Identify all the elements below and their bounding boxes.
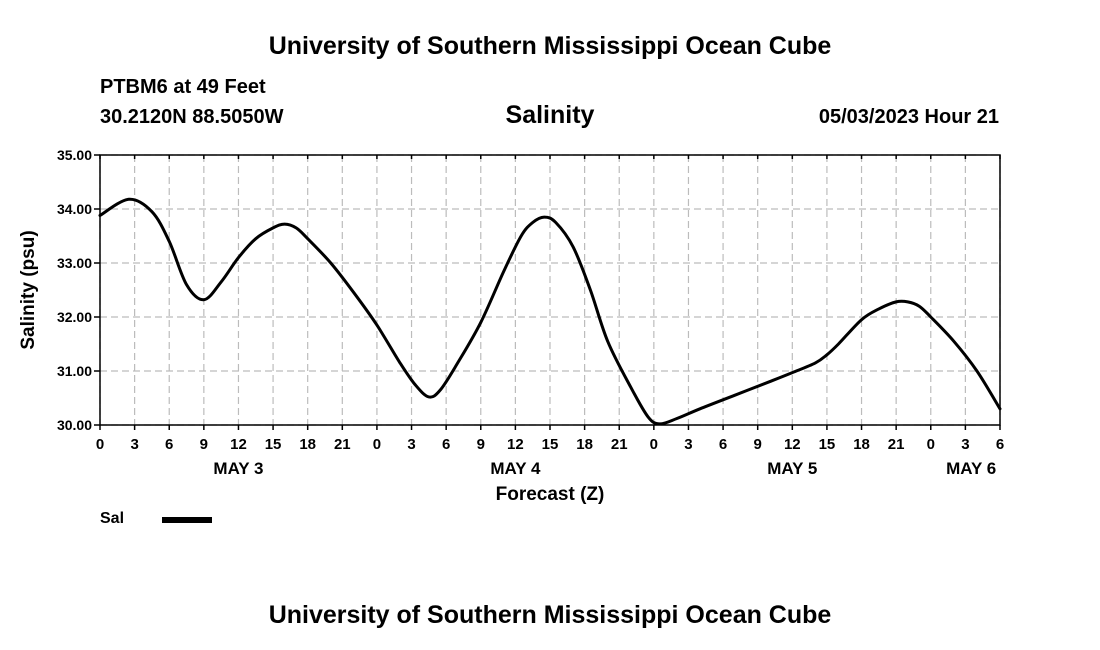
x-tick-label: 21 — [334, 436, 351, 453]
date-label: MAY 4 — [490, 459, 541, 478]
y-tick-label: 34.00 — [57, 201, 92, 217]
chart-title: Salinity — [505, 101, 595, 129]
x-tick-label: 18 — [299, 436, 316, 453]
grid — [99, 154, 1001, 426]
x-tick-label: 0 — [96, 436, 104, 453]
x-tick-label: 15 — [819, 436, 836, 453]
x-tick-label: 15 — [265, 436, 282, 453]
y-tick-label: 33.00 — [57, 255, 92, 271]
y-tick-label: 31.00 — [57, 363, 92, 379]
forecast-timestamp: 05/03/2023 Hour 21 — [818, 106, 999, 128]
footer-title: University of Southern Mississippi Ocean… — [268, 601, 832, 629]
x-tick-label: 3 — [407, 436, 415, 453]
x-tick-label: 3 — [961, 436, 969, 453]
date-label: MAY 5 — [767, 459, 817, 478]
station-label: PTBM6 at 49 Feet — [100, 76, 266, 98]
x-tick-label: 12 — [784, 436, 801, 453]
legend-label: Sal — [100, 510, 125, 527]
station-coordinates: 30.2120N 88.5050W — [100, 106, 284, 128]
x-tick-label: 12 — [507, 436, 524, 453]
x-axis: 0 3 6 9 12 15 18 21 0 3 6 9 12 15 18 21 0 3 6 9 12 15 18 21 0 3 6M… — [96, 155, 1004, 478]
x-tick-label: 0 — [373, 436, 381, 453]
x-tick-label: 6 — [165, 436, 173, 453]
x-tick-label: 0 — [650, 436, 658, 453]
x-tick-label: 9 — [200, 436, 208, 453]
header-title: University of Southern Mississippi Ocean… — [268, 32, 832, 60]
x-tick-label: 6 — [442, 436, 450, 453]
x-tick-label: 6 — [719, 436, 727, 453]
x-tick-label: 21 — [888, 436, 905, 453]
x-tick-label: 9 — [754, 436, 762, 453]
x-tick-label: 21 — [611, 436, 628, 453]
y-tick-label: 30.00 — [57, 417, 92, 433]
x-tick-label: 3 — [684, 436, 692, 453]
x-axis-label: Forecast (Z) — [496, 484, 605, 505]
x-tick-label: 0 — [927, 436, 935, 453]
x-tick-label: 12 — [230, 436, 247, 453]
date-label: MAY 6 — [946, 459, 996, 478]
y-tick-label: 32.00 — [57, 309, 92, 325]
x-tick-label: 6 — [996, 436, 1004, 453]
y-axis: 30.00 31.00 32.00 33.00 34.00 35.00 — [57, 147, 100, 433]
y-tick-label: 35.00 — [57, 147, 92, 163]
x-tick-label: 15 — [542, 436, 559, 453]
x-tick-label: 18 — [853, 436, 870, 453]
date-label: MAY 3 — [213, 459, 263, 478]
legend-swatch — [162, 517, 212, 523]
series-line-sal — [98, 197, 1002, 426]
x-tick-label: 3 — [130, 436, 138, 453]
x-tick-label: 18 — [576, 436, 593, 453]
x-tick-label: 9 — [477, 436, 485, 453]
y-axis-label: Salinity (psu) — [18, 230, 39, 349]
